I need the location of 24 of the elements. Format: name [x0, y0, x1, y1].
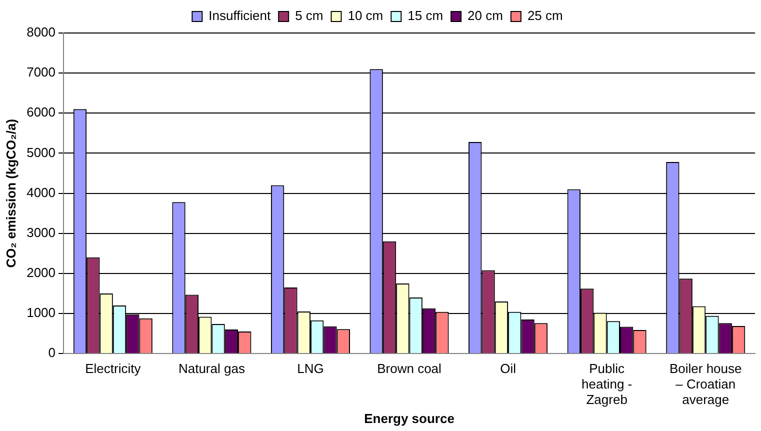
y-tick-label: 2000	[26, 265, 56, 280]
y-tick-label: 7000	[26, 64, 56, 80]
y-tick-label: 6000	[26, 104, 56, 120]
y-tick-label: 5000	[26, 144, 56, 160]
y-tick-label: 0	[48, 345, 56, 360]
legend-label: 10 cm	[348, 8, 384, 24]
y-tick-label: 3000	[26, 224, 56, 240]
y-tick-label: 8000	[26, 24, 56, 40]
y-tick-label: 1000	[26, 305, 56, 320]
legend-label: 25 cm	[527, 8, 563, 24]
x-tick-label: Boiler house – Croatian average	[669, 360, 742, 408]
x-tick-label: LNG	[297, 360, 324, 376]
x-tick-label: Electricity	[85, 360, 142, 376]
legend-label: 5 cm	[295, 8, 324, 24]
legend-label: 20 cm	[468, 8, 503, 24]
y-tick-label: 4000	[26, 184, 56, 200]
y-axis-title: CO₂ emission (kgCO₂/a)	[3, 118, 18, 268]
x-tick-label: Natural gas	[178, 360, 246, 376]
x-tick-label: Oil	[500, 360, 516, 376]
legend-label: 15 cm	[408, 8, 444, 24]
legend-label: Insufficient	[208, 8, 271, 24]
x-axis-title: Energy source	[364, 410, 454, 426]
x-tick-label: Public heating - Zagreb	[582, 360, 632, 408]
x-tick-label: Brown coal	[377, 360, 442, 376]
